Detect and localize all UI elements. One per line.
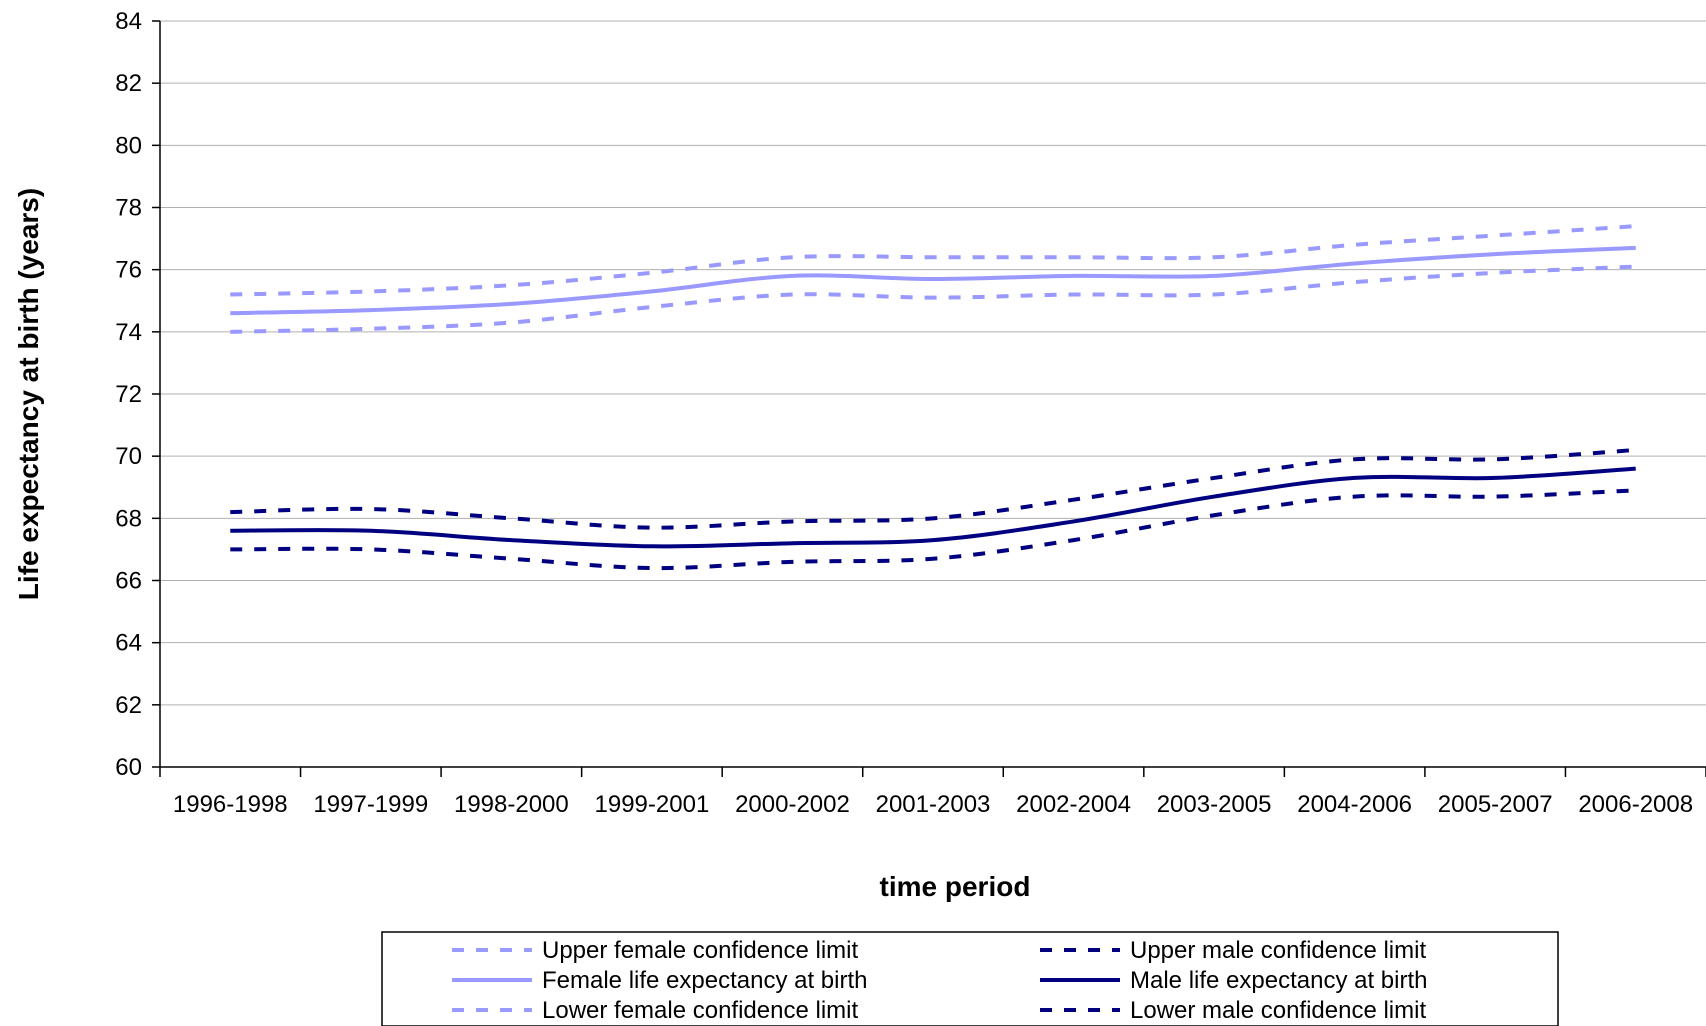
x-tick-label-1998-2000: 1998-2000 (454, 791, 569, 818)
legend-label-upper-male-confidence-limit: Upper male confidence limit (1130, 937, 1426, 964)
x-tick-label-2002-2004: 2002-2004 (1016, 791, 1131, 818)
legend-items: Upper female confidence limit Female life… (452, 937, 1427, 1024)
y-tick-label-72: 72 (115, 381, 142, 408)
legend-label-lower-male-confidence-limit: Lower male confidence limit (1130, 997, 1426, 1024)
legend: Upper female confidence limit Female life… (381, 931, 1559, 1026)
series-line-female-life-expectancy-at-birth (230, 245, 1636, 316)
x-tick-label-1997-1999: 1997-1999 (313, 791, 428, 818)
x-tick-label-2004-2006: 2004-2006 (1297, 791, 1412, 818)
series-lines (230, 224, 1636, 571)
x-tick-label-2006-2008: 2006-2008 (1578, 791, 1693, 818)
x-tick-label-2001-2003: 2001-2003 (876, 791, 991, 818)
series-line-upper-female-confidence-limit (230, 224, 1636, 297)
y-tick-label-80: 80 (115, 132, 142, 159)
y-ticks: 60 62 64 66 68 70 72 74 76 78 80 82 84 (115, 8, 160, 781)
y-tick-label-60: 60 (115, 754, 142, 781)
legend-label-female-life-expectancy-at-birth: Female life expectancy at birth (542, 967, 868, 994)
x-tick-label-2003-2005: 2003-2005 (1157, 791, 1272, 818)
y-tick-label-78: 78 (115, 195, 142, 222)
x-tick-label-2005-2007: 2005-2007 (1438, 791, 1553, 818)
y-tick-label-66: 66 (115, 568, 142, 595)
y-tick-label-74: 74 (115, 319, 142, 346)
x-axis-title: time period (880, 871, 1031, 902)
y-tick-label-84: 84 (115, 8, 142, 35)
legend-label-male-life-expectancy-at-birth: Male life expectancy at birth (1130, 967, 1427, 994)
legend-label-upper-female-confidence-limit: Upper female confidence limit (542, 937, 858, 964)
series-line-lower-male-confidence-limit (230, 488, 1636, 571)
x-tick-label-2000-2002: 2000-2002 (735, 791, 850, 818)
series-line-lower-female-confidence-limit (230, 264, 1636, 334)
y-tick-label-70: 70 (115, 443, 142, 470)
y-tick-label-64: 64 (115, 630, 142, 657)
series-line-upper-male-confidence-limit (230, 447, 1636, 530)
x-tick-label-1996-1998: 1996-1998 (173, 791, 288, 818)
x-tick-label-1999-2001: 1999-2001 (595, 791, 710, 818)
legend-box (381, 931, 1559, 1026)
y-axis-title: Life expectancy at birth (years) (13, 188, 44, 600)
y-tick-label-62: 62 (115, 692, 142, 719)
y-tick-label-82: 82 (115, 70, 142, 97)
y-tick-label-76: 76 (115, 257, 142, 284)
series-line-male-life-expectancy-at-birth (230, 466, 1636, 549)
legend-label-lower-female-confidence-limit: Lower female confidence limit (542, 997, 858, 1024)
y-tick-label-68: 68 (115, 505, 142, 532)
x-ticks: 1996-1998 1997-1999 1998-2000 1999-2001 2000… (159, 767, 1706, 818)
gridlines (160, 20, 1706, 706)
